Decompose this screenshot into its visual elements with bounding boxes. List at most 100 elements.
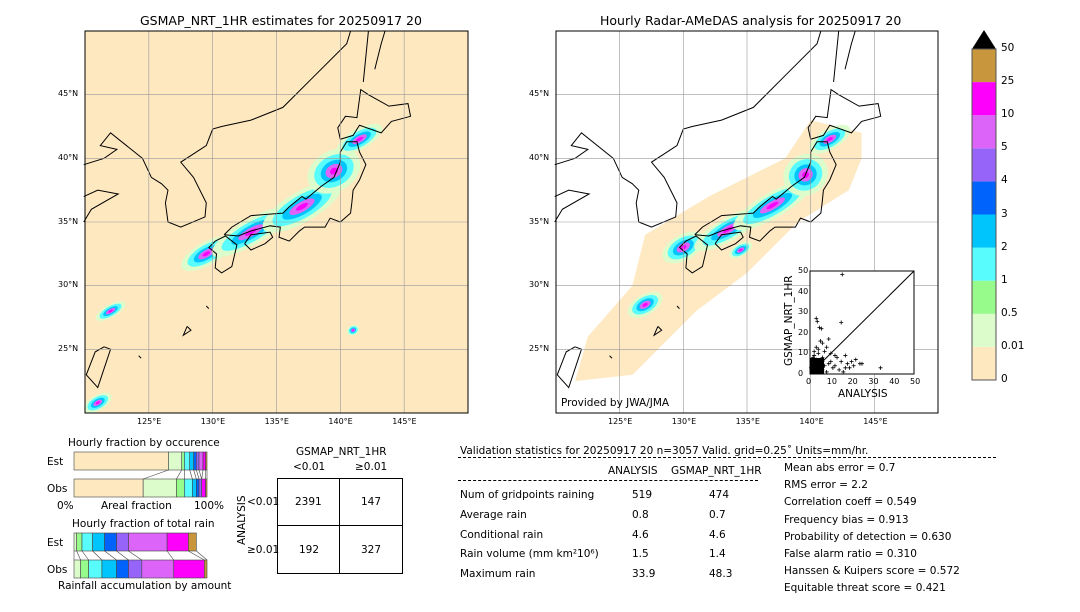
scatter-point [820,355,825,360]
coastline [654,326,662,335]
coastline [245,232,273,250]
colorbar-label: 2 [1001,240,1008,253]
colorbar-segment [972,181,996,215]
colorbar-label: 0.01 [1001,339,1025,352]
scatter-point [841,369,846,374]
fraction-connector [92,550,103,561]
scatter-point [832,353,837,358]
colorbar-label: 5 [1001,141,1008,154]
lat-tick-label: 45°N [529,89,550,98]
scatter-point [826,336,831,341]
fraction-segment-obs [201,478,206,498]
fraction-connector [166,550,174,561]
lon-tick-label: 135°E [264,417,289,426]
fraction-segment-est [181,451,185,471]
scatter-point [816,347,821,352]
colorbar-segment [972,313,996,347]
stats-row-label: Average rain [460,509,527,521]
scatter-point [810,369,815,374]
left-map [85,31,468,413]
fraction-segment-obs [141,559,175,579]
map-frame [556,31,938,413]
tick-100pct: 100% [194,500,225,512]
scatter-point [812,349,817,354]
fraction-segment-obs [128,559,143,579]
stats-col-analysis: ANALYSIS [608,465,658,477]
fraction-segment-obs [173,559,205,579]
rain-area [95,401,100,405]
stats-row-label: Rain volume (mm km²10⁶) [460,548,599,560]
stats-analysis-value: 519 [632,489,653,501]
scatter-point [818,365,823,370]
ct-col-0: <0.01 [293,461,326,473]
fraction-segment-obs [116,559,129,579]
scatter-point [840,272,845,277]
scatter-point [811,355,816,360]
scatter-point [820,341,825,346]
scatter-point [824,345,829,350]
score-line: False alarm ratio = 0.310 [784,548,917,560]
fraction-connector [104,550,117,561]
scatter-point [830,365,835,370]
coastline [677,306,680,309]
scatter-point [849,359,854,364]
scatter-point [817,325,822,330]
fraction-segment-est [168,451,183,471]
rain-area [108,309,113,313]
fraction-segment-obs [80,559,89,579]
fraction-connector [188,550,205,561]
colorbar-segment [972,214,996,248]
coastline [206,306,209,309]
lat-tick-label: 30°N [58,280,79,290]
scatter-point [822,363,827,368]
lat-tick-label: 45°N [58,89,79,98]
rain-fraction-title: Hourly fraction of total rain [72,518,215,530]
coastline [845,31,855,69]
score-line: Equitable threat score = 0.421 [784,582,946,595]
fraction-segment-obs [184,478,193,498]
scatter-point [814,357,819,362]
lon-tick-label: 130°E [671,417,697,426]
scatter-y-tick: 40 [798,286,809,296]
lat-tick-label: 40°N [58,152,79,162]
scatter-x-tick: 30 [868,377,879,386]
stats-gsmap-value: 474 [709,489,730,501]
rain-area [352,329,355,332]
score-line: RMS error = 2.2 [784,479,868,492]
scatter-point [815,319,820,324]
colorbar-frame [971,48,997,381]
fraction-segment-est [104,532,117,552]
fraction-connector [116,550,129,561]
lon-tick-label: 130°E [200,417,226,426]
map-frame [85,31,468,413]
coastline [363,31,368,82]
lat-tick-label: 25°N [58,344,79,354]
fraction-segment-est [202,451,206,471]
fraction-segment-est [198,451,204,471]
coastline [84,190,118,222]
colorbar-segment [972,247,996,281]
lat-tick-label: 35°N [58,216,79,226]
ct-cell: 147 [361,496,382,508]
fraction-segment-obs [196,478,200,498]
fraction-segment-obs [73,478,144,498]
coastline [86,347,110,388]
fraction-segment-est [73,532,77,552]
lon-tick-label: 125°E [137,417,162,426]
scatter-point [814,363,819,368]
scatter-point [845,361,850,366]
one-to-one-line [809,270,915,375]
scatter-x-tick: 40 [889,377,900,386]
rain-area [738,248,743,252]
coastline [142,31,350,227]
scatter-x-tick: 10 [826,377,837,386]
fraction-segment-est [193,451,197,471]
fraction-segment-est [205,451,208,471]
map-credit: Provided by JWA/JMA [561,397,670,409]
scatter-point [814,316,819,321]
scatter-point [814,345,819,350]
fraction-segment-obs [142,478,177,498]
rain-area [826,137,833,142]
coastline [808,90,881,140]
scatter-y-tick: 30 [798,307,809,317]
